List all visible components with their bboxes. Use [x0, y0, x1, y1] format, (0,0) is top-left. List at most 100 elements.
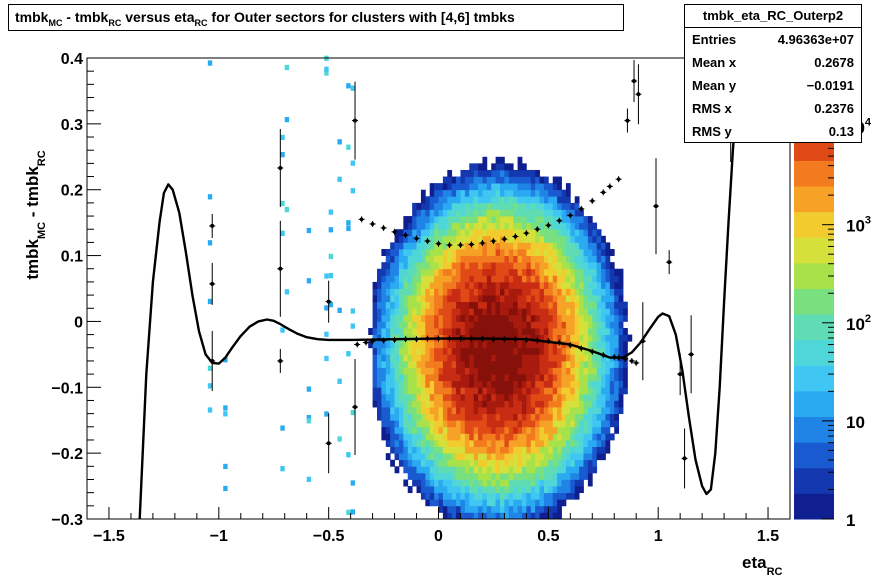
heatmap-cell [451, 235, 457, 243]
heatmap-cell [552, 360, 558, 368]
heatmap-cell [504, 439, 510, 447]
heatmap-cell [491, 347, 497, 355]
heatmap-cell [451, 426, 457, 434]
heatmap-cell [376, 328, 382, 335]
heatmap-cell [495, 268, 501, 276]
heatmap-cell [390, 321, 395, 329]
heatmap-cell [451, 183, 457, 191]
heatmap-cell [565, 400, 571, 408]
heatmap-cell [473, 314, 479, 322]
heatmap-cell [530, 512, 536, 520]
heatmap-cell [425, 328, 431, 335]
heatmap-cell [543, 374, 549, 382]
heatmap-cell [464, 202, 470, 210]
heatmap-cell [579, 288, 584, 296]
heatmap-cell [473, 505, 479, 513]
heatmap-cell [495, 288, 501, 296]
heatmap-cell [495, 459, 501, 467]
heatmap-cell [478, 387, 483, 395]
heatmap-cell [543, 281, 549, 289]
heatmap-cell [442, 314, 448, 322]
heatmap-cell [451, 354, 457, 362]
heatmap-cell [565, 466, 571, 474]
heatmap-cell [508, 446, 514, 454]
heatmap-cell [539, 433, 545, 441]
upper-marker-point [513, 234, 518, 239]
heatmap-cell [469, 367, 475, 375]
heatmap-cell [491, 413, 497, 421]
y-axis-label: tmbkMC - tmbkRC [23, 150, 48, 279]
heatmap-cell [526, 248, 532, 256]
heatmap-cell [521, 262, 527, 270]
heatmap-cell [548, 328, 554, 335]
heatmap-cell [420, 341, 426, 349]
heatmap-cell [447, 433, 453, 441]
heatmap-cell [596, 453, 602, 461]
heatmap-cell [557, 189, 562, 197]
heatmap-cell [456, 288, 461, 296]
heatmap-cell [552, 439, 558, 447]
heatmap-cell [539, 446, 545, 454]
heatmap-cell [486, 512, 492, 520]
heatmap-cell [543, 189, 549, 197]
heatmap-cell [398, 360, 404, 368]
heatmap-cell [548, 492, 554, 500]
heatmap-cell [478, 393, 483, 401]
heatmap-cell [473, 466, 479, 474]
heatmap-cell [508, 308, 514, 316]
heatmap-cell [587, 308, 593, 316]
heatmap-cell [583, 472, 589, 480]
heatmap-cell [535, 209, 540, 217]
heatmap-cell [429, 400, 435, 408]
heatmap-cell [486, 169, 492, 177]
heatmap-cell [561, 295, 567, 303]
heatmap-cell [486, 472, 492, 480]
heatmap-cell [478, 222, 483, 230]
heatmap-cell [478, 459, 483, 467]
heatmap-cell [552, 308, 558, 316]
heatmap-cell [385, 413, 391, 421]
sparse-cells [207, 55, 356, 516]
heatmap-cell [605, 314, 611, 322]
heatmap-cell [416, 209, 422, 217]
heatmap-cell [504, 347, 510, 355]
heatmap-cell [469, 413, 475, 421]
heatmap-cell [469, 202, 475, 210]
heatmap-cell [407, 453, 413, 461]
x-tick-label: −0.5 [313, 528, 345, 545]
heatmap-cell [495, 400, 501, 408]
heatmap-cell [543, 308, 549, 316]
heatmap-cell [442, 453, 448, 461]
heatmap-cell [456, 189, 461, 197]
heatmap-cell [574, 466, 580, 474]
heatmap-cell [543, 426, 549, 434]
heatmap-cell [530, 360, 536, 368]
heatmap-cell [530, 380, 536, 388]
heatmap-cell [425, 255, 431, 263]
heatmap-cell [521, 426, 527, 434]
heatmap-cell [372, 308, 378, 316]
upper-marker-point [579, 207, 584, 211]
heatmap-cell [398, 328, 404, 335]
heatmap-cell [592, 295, 598, 303]
heatmap-cell [491, 229, 497, 237]
heatmap-cell [504, 183, 510, 191]
heatmap-cell [495, 420, 501, 428]
heatmap-cell [473, 189, 479, 197]
heatmap-cell [614, 413, 620, 421]
heatmap-cell [381, 321, 387, 329]
heatmap-cell [486, 222, 492, 230]
heatmap-cell [605, 328, 611, 335]
heatmap-cell [623, 380, 628, 388]
heatmap-cell [508, 499, 514, 507]
sparse-cell [223, 411, 228, 417]
heatmap-cell [407, 255, 413, 263]
heatmap-cell [473, 387, 479, 395]
heatmap-cell [552, 328, 558, 335]
heatmap-cell [508, 169, 514, 177]
heatmap-cell [500, 380, 505, 388]
heatmap-cell [543, 446, 549, 454]
heatmap-cell [434, 183, 439, 191]
heatmap-cell [420, 209, 426, 217]
